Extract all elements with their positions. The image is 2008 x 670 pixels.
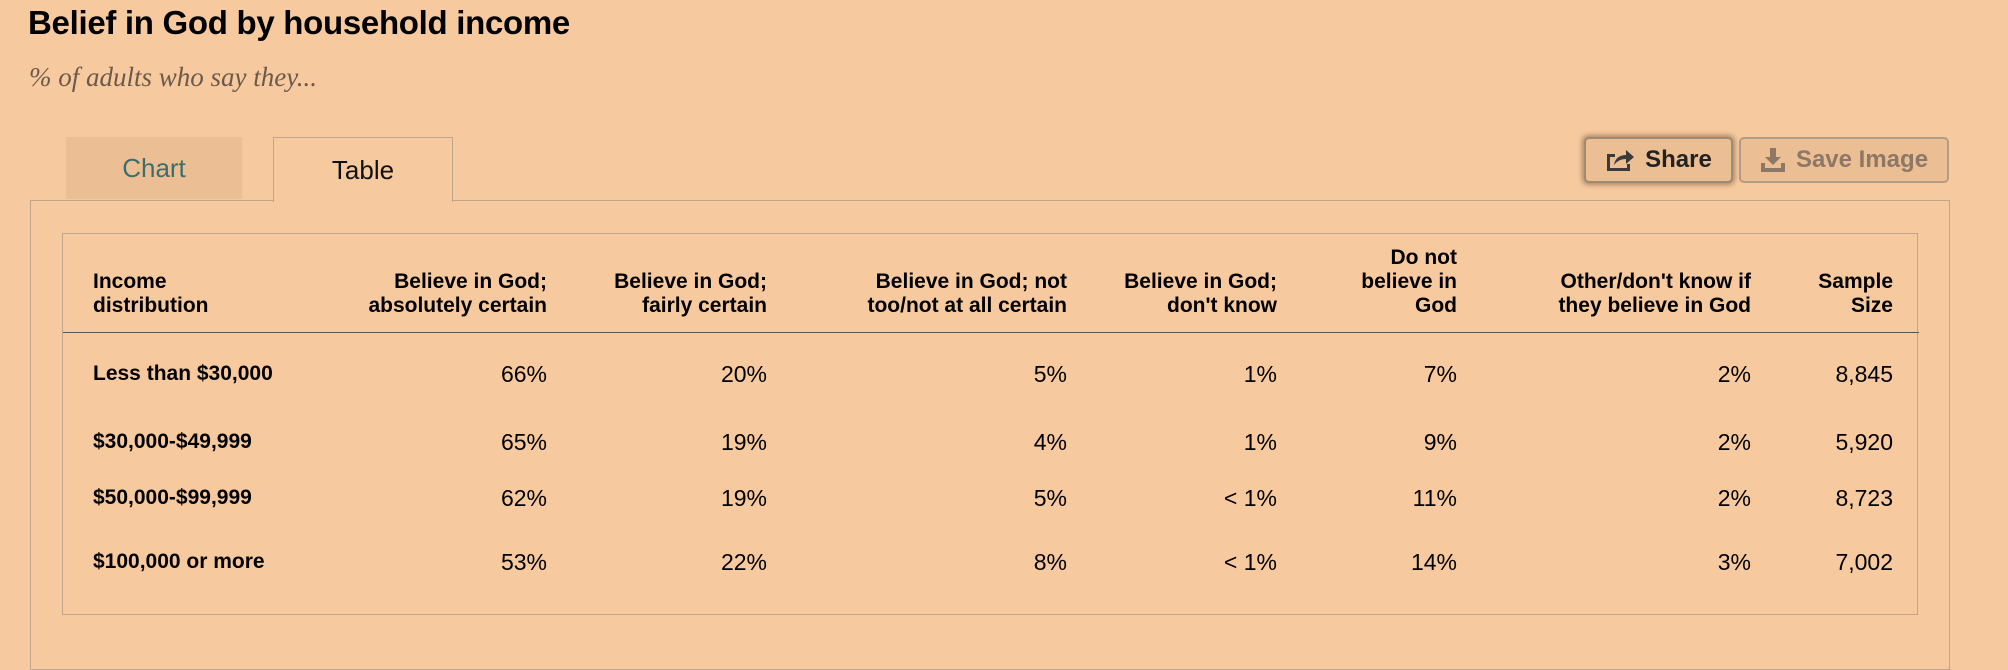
- table-header-row: Income distribution Believe in God; abso…: [63, 234, 1919, 333]
- table-cell: 11%: [1412, 485, 1457, 511]
- table-cell: 2%: [1717, 485, 1751, 511]
- column-header: Believe in God; not too/not at all certa…: [793, 234, 1093, 333]
- table-cell: 5,920: [1835, 429, 1893, 455]
- chart-subtitle: % of adults who say they...: [29, 62, 317, 92]
- row-label: $100,000 or more: [93, 550, 265, 573]
- table-row: $50,000-$99,999 62% 19% 5% < 1% 11% 2% 8…: [63, 470, 1919, 526]
- table-row: $30,000-$49,999 65% 19% 4% 1% 9% 2% 5,92…: [63, 414, 1919, 470]
- table-cell: 7,002: [1835, 549, 1893, 575]
- table-cell: 65%: [500, 429, 547, 455]
- column-header: Sample Size: [1777, 234, 1919, 333]
- table-row: Less than $30,000 66% 20% 5% 1% 7% 2% 8,…: [63, 333, 1919, 415]
- table-cell: < 1%: [1223, 485, 1277, 511]
- table-cell: 2%: [1717, 429, 1751, 455]
- tab-chart[interactable]: Chart: [66, 137, 242, 199]
- table-cell: 62%: [500, 485, 547, 511]
- table-row: $100,000 or more 53% 22% 8% < 1% 14% 3% …: [63, 526, 1919, 598]
- share-icon: [1605, 148, 1635, 172]
- column-header: Believe in God; fairly certain: [573, 234, 793, 333]
- table-cell: 3%: [1717, 549, 1751, 575]
- data-table: Income distribution Believe in God; abso…: [63, 234, 1919, 598]
- table-cell: 4%: [1033, 429, 1067, 455]
- row-label: Less than $30,000: [93, 361, 273, 385]
- table-cell: 20%: [720, 360, 767, 387]
- share-button[interactable]: Share: [1584, 137, 1733, 183]
- table-cell: < 1%: [1223, 549, 1277, 575]
- table-cell: 19%: [720, 485, 767, 511]
- tab-table[interactable]: Table: [273, 137, 453, 202]
- chart-title: Belief in God by household income: [28, 4, 570, 41]
- row-label: $50,000-$99,999: [93, 486, 252, 509]
- column-header: Do not believe in God: [1303, 234, 1483, 333]
- column-header: Believe in God; absolutely certain: [303, 234, 573, 333]
- download-icon: [1760, 147, 1786, 173]
- table-cell: 5%: [1033, 360, 1067, 387]
- table-cell: 1%: [1243, 429, 1277, 455]
- table-cell: 66%: [500, 360, 547, 387]
- column-header: Other/don't know if they believe in God: [1483, 234, 1777, 333]
- column-header: Believe in God; don't know: [1093, 234, 1303, 333]
- table-cell: 9%: [1423, 429, 1457, 455]
- table-cell: 8%: [1033, 549, 1067, 575]
- row-label: $30,000-$49,999: [93, 430, 252, 453]
- table-cell: 8,723: [1835, 485, 1893, 511]
- table-cell: 2%: [1717, 360, 1751, 387]
- table-cell: 1%: [1243, 360, 1277, 387]
- table-cell: 5%: [1033, 485, 1067, 511]
- table-cell: 14%: [1410, 549, 1457, 575]
- table-cell: 19%: [720, 429, 767, 455]
- table-cell: 7%: [1423, 360, 1457, 387]
- share-label: Share: [1645, 146, 1712, 173]
- table-cell: 53%: [500, 549, 547, 575]
- save-image-button[interactable]: Save Image: [1739, 137, 1949, 183]
- data-table-container: Income distribution Believe in God; abso…: [62, 233, 1919, 615]
- save-image-label: Save Image: [1795, 146, 1929, 173]
- table-cell: 22%: [720, 549, 767, 575]
- column-header: Income distribution: [63, 234, 303, 333]
- table-cell: 8,845: [1835, 360, 1893, 387]
